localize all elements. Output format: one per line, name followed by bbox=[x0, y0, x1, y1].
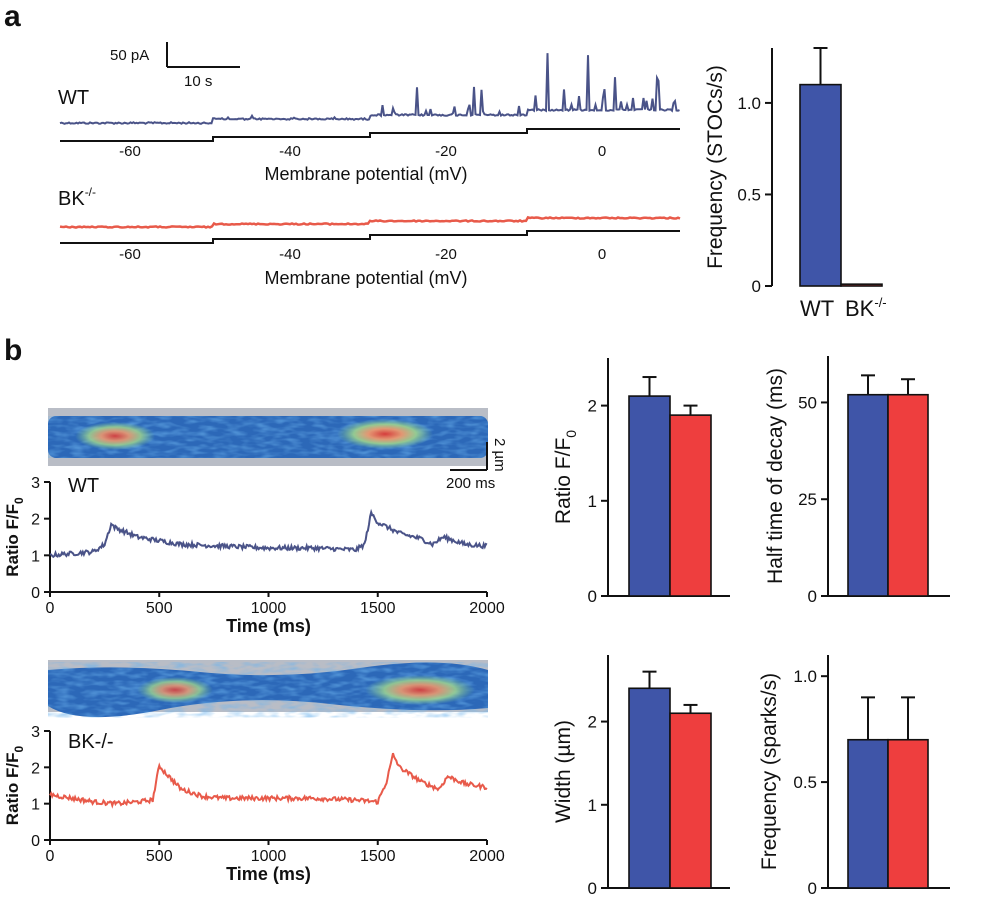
y-tick-label: 0 bbox=[588, 587, 597, 606]
bar-bk bbox=[887, 738, 929, 889]
y-tick-label: 0.5 bbox=[737, 185, 761, 204]
bk-potential-axis-label: Membrane potential (mV) bbox=[264, 268, 467, 288]
wt-linescan-image bbox=[48, 408, 488, 466]
x-tick-label: 0 bbox=[46, 600, 55, 617]
y-tick-label: 0 bbox=[808, 879, 817, 898]
chart-spark-amplitude: 0 1 2 Ratio F/F0 bbox=[552, 358, 730, 606]
wt-trace-label: WT bbox=[58, 87, 89, 109]
x-tick-label: 1500 bbox=[360, 848, 396, 865]
scale-time-label-b: 200 ms bbox=[446, 475, 495, 492]
chart-spark-width: 0 1 2 Width (µm) bbox=[552, 655, 730, 898]
y-tick-label: 0 bbox=[31, 585, 40, 602]
y-tick-label: 25 bbox=[798, 490, 817, 509]
y-tick-label: 1 bbox=[31, 797, 40, 814]
potential-tick: -40 bbox=[279, 143, 301, 160]
scale-time-label: 10 s bbox=[184, 73, 212, 90]
trace-line bbox=[49, 752, 488, 809]
potential-tick: -60 bbox=[119, 143, 141, 160]
y-tick-label: 50 bbox=[798, 393, 817, 412]
potential-tick: 0 bbox=[598, 246, 606, 263]
x-axis-label: Time (ms) bbox=[226, 616, 311, 636]
bar-wt bbox=[628, 395, 671, 597]
bar-wt bbox=[847, 738, 889, 889]
panel-label-b: b bbox=[4, 334, 22, 367]
x-tick-label: 2000 bbox=[469, 600, 505, 617]
wt-potential-ticks: -60 -40 -20 0 bbox=[119, 143, 606, 160]
chart-spark-frequency: 0 0.5 1.0 Frequency (sparks/s) bbox=[758, 655, 950, 898]
bk-current-trace bbox=[59, 215, 681, 229]
x-tick-label: WT bbox=[800, 296, 834, 321]
bar-wt bbox=[847, 393, 889, 597]
y-tick-label: 0.5 bbox=[793, 773, 817, 792]
bk-voltage-steps bbox=[60, 230, 680, 244]
y-axis-label: Frequency (sparks/s) bbox=[758, 673, 781, 870]
potential-tick: -40 bbox=[279, 246, 301, 263]
x-tick-label: BK-/- bbox=[845, 295, 887, 321]
y-axis-label: Frequency (STOCs/s) bbox=[704, 65, 727, 269]
bk-spark-label: BK-/- bbox=[68, 731, 114, 753]
linescan-scale-bar: 2 µm 200 ms bbox=[446, 438, 508, 492]
x-tick-label: 1500 bbox=[360, 600, 396, 617]
bk-linescan-image bbox=[48, 660, 488, 718]
potential-tick: -20 bbox=[435, 246, 457, 263]
x-axis-label: Time (ms) bbox=[226, 864, 311, 884]
wt-spark-label: WT bbox=[68, 475, 99, 497]
y-tick-label: 0 bbox=[808, 587, 817, 606]
y-tick-label: 0 bbox=[31, 833, 40, 850]
y-axis-label: Width (µm) bbox=[552, 720, 575, 823]
panel-label-a: a bbox=[4, 0, 21, 33]
potential-tick: 0 bbox=[598, 143, 606, 160]
y-axis-label: Ratio F/F0 bbox=[3, 497, 26, 577]
scale-space-label: 2 µm bbox=[491, 438, 508, 472]
y-axis-label: Ratio F/F0 bbox=[552, 430, 579, 524]
bar-wt bbox=[628, 687, 671, 889]
x-tick-label: 0 bbox=[46, 848, 55, 865]
y-tick-label: 1 bbox=[588, 492, 597, 511]
bk-potential-ticks: -60 -40 -20 0 bbox=[119, 246, 606, 263]
x-tick-label: 500 bbox=[146, 600, 173, 617]
bar-wt bbox=[799, 83, 842, 287]
x-tick-label: 2000 bbox=[469, 848, 505, 865]
x-tick-label: 500 bbox=[146, 848, 173, 865]
potential-tick: -60 bbox=[119, 246, 141, 263]
chart-spark-decay: 0 25 50 Half time of decay (ms) bbox=[764, 356, 950, 606]
wt-potential-axis-label: Membrane potential (mV) bbox=[264, 164, 467, 184]
chart-stoc-frequency: 0 0.5 1.0 Frequency (STOCs/s) WT BK-/- bbox=[704, 47, 887, 321]
wt-current-trace bbox=[59, 53, 680, 125]
y-tick-label: 2 bbox=[31, 760, 40, 777]
bar-bk bbox=[840, 283, 883, 287]
scale-bar-a: 50 pA 10 s bbox=[110, 42, 240, 90]
y-tick-label: 3 bbox=[31, 475, 40, 492]
y-tick-label: 2 bbox=[588, 397, 597, 416]
chart-bk-spark-trace: 0 1 2 3 0 500 1000 1500 2000 Time (ms) Ratio F/F0 bbox=[3, 724, 505, 884]
y-tick-label: 1.0 bbox=[737, 94, 761, 113]
y-axis-label: Half time of decay (ms) bbox=[764, 368, 787, 584]
potential-tick: -20 bbox=[435, 143, 457, 160]
bk-trace-label: BK-/- bbox=[58, 185, 96, 210]
bar-bk bbox=[669, 712, 712, 889]
bar-bk bbox=[669, 414, 712, 597]
wt-voltage-steps bbox=[60, 128, 680, 142]
x-tick-label: 1000 bbox=[251, 848, 287, 865]
trace-line bbox=[49, 508, 488, 559]
y-tick-label: 1.0 bbox=[793, 667, 817, 686]
y-tick-label: 3 bbox=[31, 724, 40, 741]
y-tick-label: 0 bbox=[752, 277, 761, 296]
y-tick-label: 2 bbox=[588, 713, 597, 732]
y-tick-label: 0 bbox=[588, 879, 597, 898]
y-tick-label: 2 bbox=[31, 512, 40, 529]
y-axis-label: Ratio F/F0 bbox=[3, 745, 26, 825]
x-tick-label: 1000 bbox=[251, 600, 287, 617]
bar-bk bbox=[887, 393, 929, 597]
y-tick-label: 1 bbox=[588, 796, 597, 815]
chart-wt-spark-trace: 0 1 2 3 0 500 1000 1500 2000 Time (ms) Ratio F/F0 bbox=[3, 475, 505, 636]
scale-current-label: 50 pA bbox=[110, 47, 149, 64]
y-tick-label: 1 bbox=[31, 548, 40, 565]
